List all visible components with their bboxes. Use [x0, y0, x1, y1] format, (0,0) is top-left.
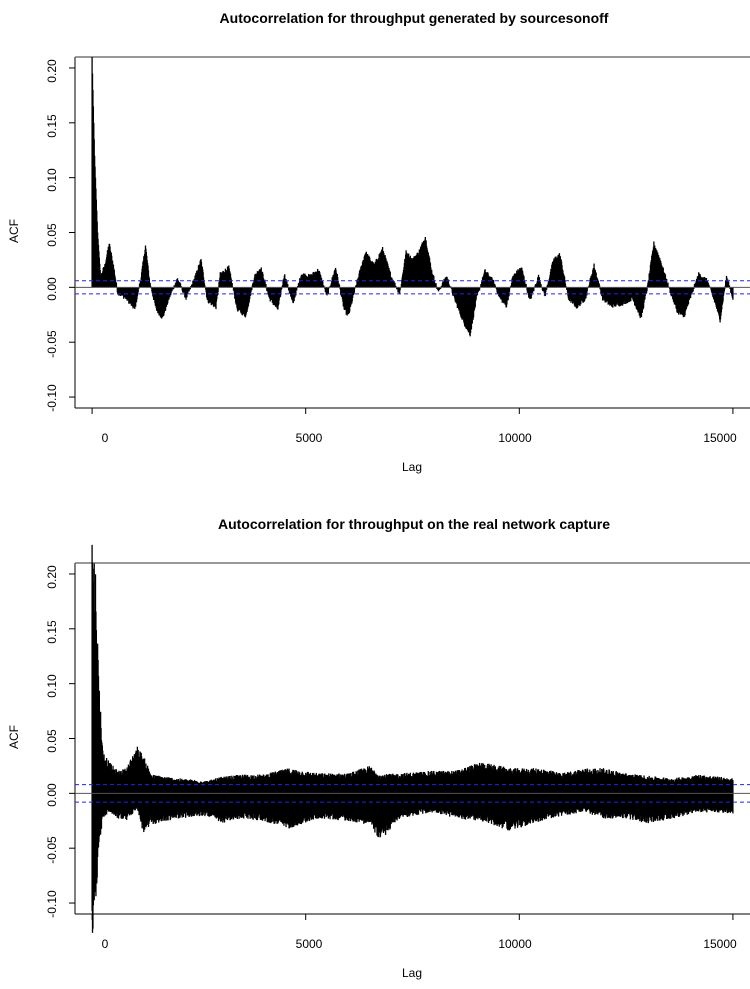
- x-tick-label: 15000: [703, 431, 737, 445]
- x-tick-label: 5000: [296, 431, 323, 445]
- x-tick-label: 15000: [703, 937, 737, 951]
- y-tick-label: 0.20: [45, 59, 59, 83]
- chart-title: Autocorrelation for throughput generated…: [220, 10, 609, 26]
- y-axis-label: ACF: [7, 219, 21, 243]
- x-tick-label: 10000: [498, 937, 532, 951]
- acf-bars: [91, 57, 734, 337]
- y-tick-label: 0.15: [45, 114, 59, 138]
- y-tick-label: 0.05: [45, 729, 59, 753]
- y-tick-label: 0.20: [45, 565, 59, 589]
- acf-marks: [69, 544, 750, 933]
- y-tick-label: -0.05: [45, 330, 59, 358]
- y-tick-label: 0.05: [45, 223, 59, 247]
- y-axis-label: ACF: [7, 725, 21, 749]
- x-axis-label: Lag: [402, 966, 422, 980]
- x-tick-label: 0: [102, 937, 109, 951]
- x-tick-label: 0: [102, 431, 109, 445]
- y-tick-label: 0.10: [45, 674, 59, 698]
- y-tick-label: 0.00: [45, 783, 59, 807]
- y-tick-label: 0.00: [45, 277, 59, 301]
- x-tick-label: 5000: [296, 937, 323, 951]
- acf-panel-sourcesonoff: Autocorrelation for throughput generated…: [7, 10, 750, 474]
- y-tick-label: 0.15: [45, 620, 59, 644]
- acf-panel-real-capture: Autocorrelation for throughput on the re…: [7, 516, 750, 980]
- acf-marks: [69, 56, 750, 414]
- x-tick-label: 10000: [498, 431, 532, 445]
- x-axis-label: Lag: [402, 460, 422, 474]
- y-tick-label: -0.05: [45, 836, 59, 864]
- chart-title: Autocorrelation for throughput on the re…: [218, 516, 610, 532]
- acf-bars: [91, 544, 734, 933]
- y-tick-label: -0.10: [45, 384, 59, 412]
- y-tick-label: -0.10: [45, 890, 59, 918]
- y-tick-label: 0.10: [45, 168, 59, 192]
